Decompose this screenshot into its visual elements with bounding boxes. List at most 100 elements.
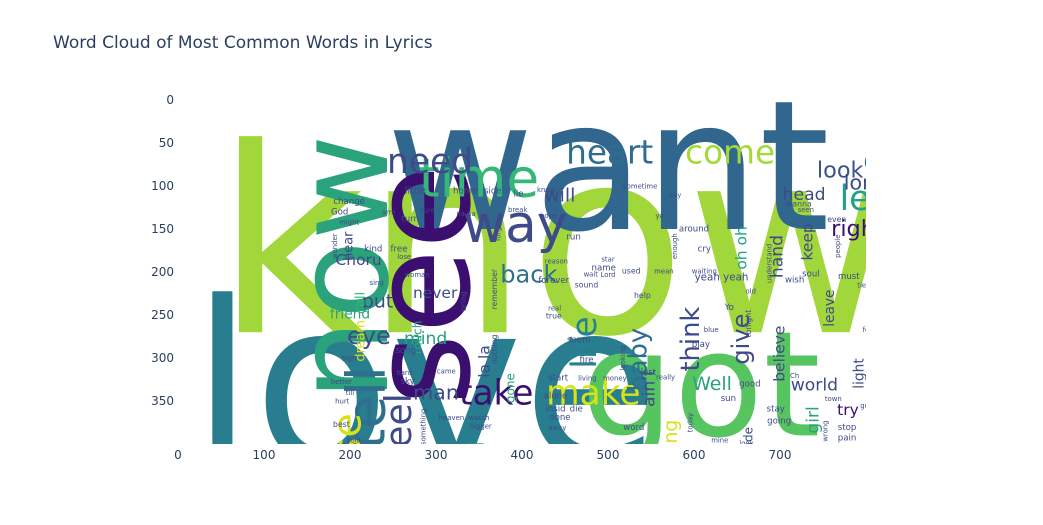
word-126: Yo: [724, 303, 734, 313]
word-169: people: [834, 235, 842, 258]
word-112: without: [886, 185, 915, 194]
word-47: think: [676, 307, 706, 372]
word-149: better: [331, 378, 352, 386]
word-9: Cause: [324, 413, 370, 525]
word-173: today: [686, 413, 694, 433]
word-97: must: [838, 272, 860, 282]
word-197: way: [669, 192, 682, 199]
word-130: mean: [654, 268, 674, 276]
word-71: God: [331, 207, 348, 217]
word-46: ain't: [639, 369, 659, 407]
word-51: hand: [768, 235, 788, 278]
word-195: together: [878, 336, 885, 362]
word-155: old: [746, 288, 756, 296]
word-2: love: [191, 253, 660, 514]
word-179: wait: [584, 270, 599, 278]
word-128: Sometime: [622, 183, 657, 191]
word-152: woman: [405, 271, 430, 279]
word-90: word: [623, 423, 644, 433]
y-tick-6: 300: [151, 351, 174, 365]
word-55: world: [791, 376, 838, 396]
word-168: tie: [857, 281, 866, 289]
word-145: hurt: [335, 398, 350, 406]
y-tick-0: 0: [166, 93, 174, 107]
word-48: thing: [660, 420, 682, 469]
word-158: arm: [382, 208, 396, 216]
word-8: way: [463, 195, 567, 255]
word-16: long: [844, 170, 889, 194]
word-141: guess: [860, 402, 881, 410]
word-4: now: [268, 135, 418, 401]
word-54: Well: [692, 373, 732, 395]
word-181: lose: [397, 253, 411, 261]
word-134: living: [578, 374, 597, 382]
word-187: came: [437, 367, 456, 375]
word-34: never: [413, 284, 458, 302]
word-10: heart: [566, 134, 653, 172]
y-tick-4: 200: [151, 265, 174, 279]
word-93: cry: [698, 244, 711, 254]
word-193: seen: [798, 206, 814, 214]
word-1: want: [386, 61, 830, 272]
word-35: much: [410, 321, 424, 355]
word-43: said: [623, 446, 658, 466]
word-99: going: [767, 416, 791, 426]
x-tick-1: 100: [253, 448, 276, 462]
word-121: true: [546, 311, 562, 320]
word-151: sing: [370, 279, 384, 287]
y-axis-ticks: 0 50 100 150 200 250 300 350: [151, 93, 174, 408]
word-188: bigger: [470, 423, 492, 431]
word-49: give: [727, 314, 755, 365]
word-77: bring: [459, 291, 468, 311]
word-146: till: [346, 389, 355, 397]
word-166: enough: [671, 233, 679, 259]
word-82: found: [422, 473, 447, 483]
word-162: forget: [495, 220, 503, 241]
word-110: boy: [901, 213, 917, 223]
x-tick-2: 200: [339, 448, 362, 462]
word-78: song: [396, 346, 417, 356]
word-45: baby: [624, 328, 654, 392]
word-107: move: [847, 462, 869, 471]
word-131: waiting: [692, 268, 717, 276]
word-113: close: [875, 250, 895, 259]
word-53: head: [783, 185, 826, 205]
word-194: wake: [900, 227, 918, 235]
word-92: play: [692, 340, 710, 350]
word-144: matter: [818, 452, 842, 460]
x-axis-ticks: 0 100 200 300 400 500 600 700: [174, 448, 791, 462]
word-28: man: [413, 380, 459, 404]
word-119: sound: [575, 280, 599, 289]
word-164: star: [601, 256, 614, 264]
word-100: place: [707, 454, 730, 464]
word-75: remember: [490, 268, 499, 309]
word-36: dream: [354, 320, 369, 362]
word-64: gone: [503, 373, 517, 403]
word-52: keep: [799, 223, 817, 260]
word-63: made: [741, 427, 755, 461]
word-3: see: [342, 164, 502, 405]
word-42: alway: [569, 443, 587, 488]
word-192: Ch: [790, 372, 799, 380]
word-5: got: [581, 300, 821, 470]
word-91: lost: [641, 368, 657, 378]
y-tick-7: 350: [151, 394, 174, 408]
word-175: touch: [706, 466, 725, 474]
word-114: wanna: [786, 200, 812, 209]
word-37: call: [354, 292, 369, 314]
word-87: done: [549, 413, 570, 423]
word-156: fear: [863, 326, 877, 334]
word-27: eye: [347, 322, 391, 350]
word-148: watch: [469, 414, 490, 422]
word-101: sun: [721, 394, 736, 404]
word-30: put: [362, 290, 393, 312]
word-29: mind: [404, 329, 447, 349]
x-tick-3: 300: [425, 448, 448, 462]
word-20: still: [906, 452, 930, 488]
word-117: name: [592, 263, 616, 273]
word-186: hard: [396, 369, 412, 377]
word-19: night: [897, 320, 925, 382]
word-41: hold: [501, 464, 538, 484]
word-111: talk: [888, 205, 903, 214]
